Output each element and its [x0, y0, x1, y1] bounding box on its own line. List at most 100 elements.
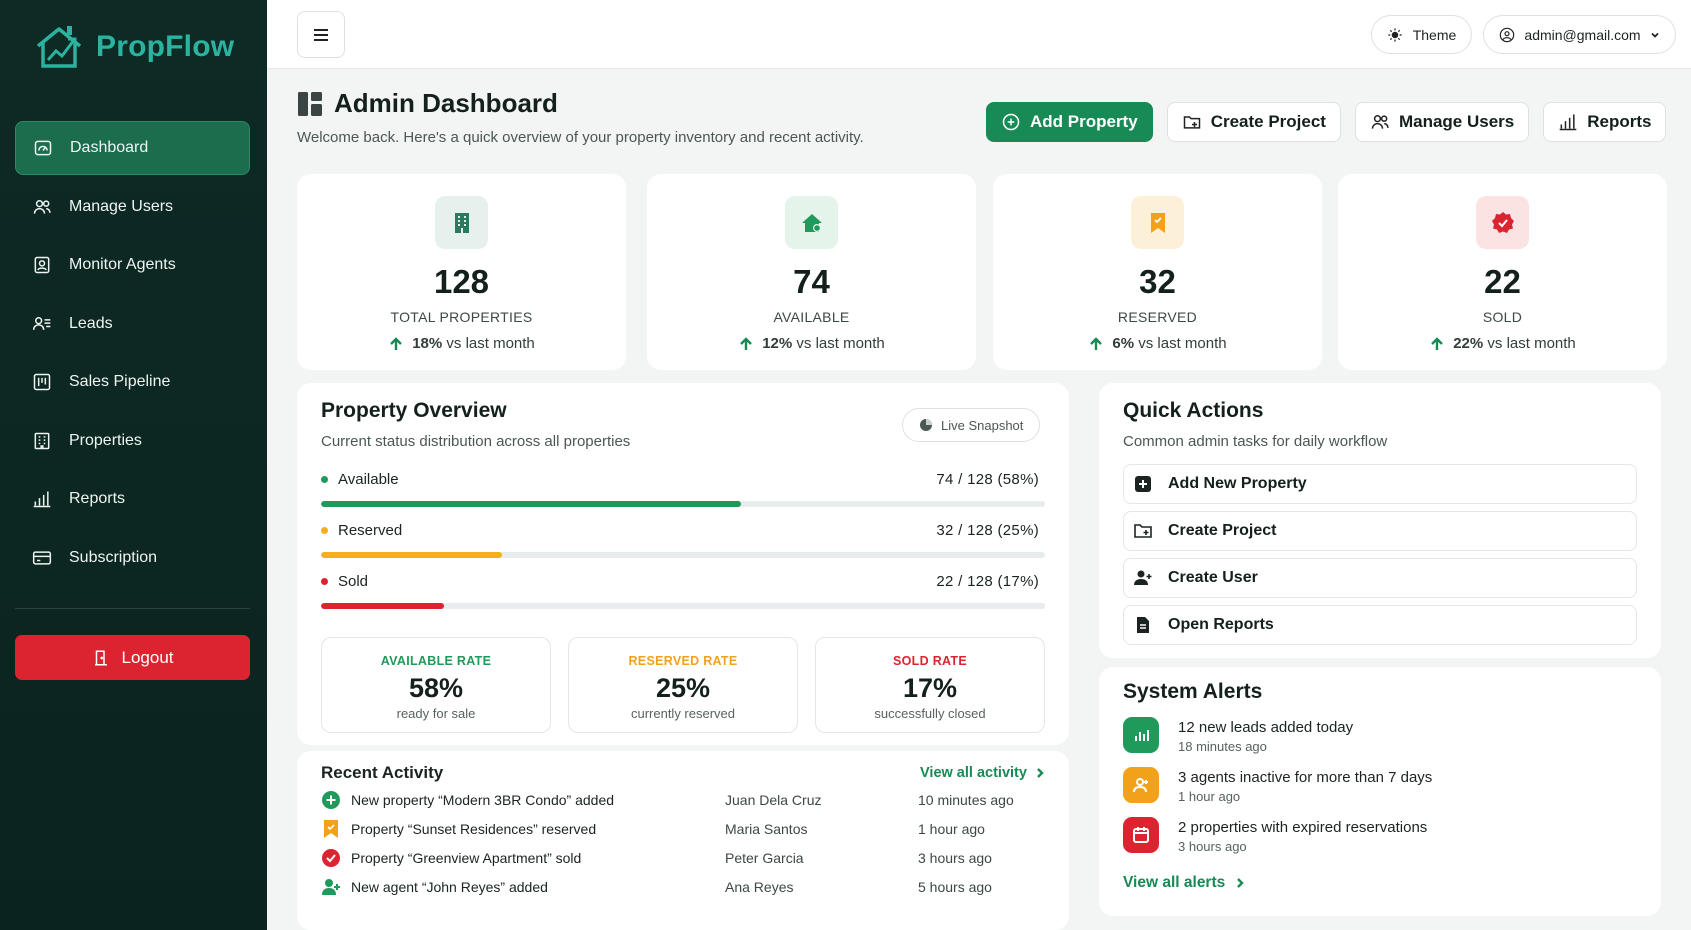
header-actions: Add Property Create Project Manage Users…: [986, 102, 1667, 142]
rate-value: 58%: [408, 673, 464, 703]
trend-text: vs last month: [1138, 335, 1227, 352]
card-icon: [31, 547, 53, 569]
arrow-up-icon: [1090, 336, 1103, 350]
quick-action-create-project[interactable]: Create Project: [1123, 511, 1637, 551]
trend-percent: 6%: [1112, 335, 1135, 352]
sidebar-item-monitor-agents[interactable]: Monitor Agents: [15, 238, 250, 292]
panel-title: Property Overview: [321, 399, 507, 422]
progress-track: [321, 501, 1045, 507]
quick-action-label: Create Project: [1168, 522, 1277, 539]
sidebar-item-sales-pipeline[interactable]: Sales Pipeline: [15, 355, 250, 409]
add-property-button[interactable]: Add Property: [986, 102, 1153, 142]
activity-row[interactable]: New property “Modern 3BR Condo” added Ju…: [321, 789, 1045, 811]
reports-label: Reports: [1587, 112, 1652, 131]
rate-value: 25%: [655, 673, 711, 703]
sidebar-item-manage-users[interactable]: Manage Users: [15, 180, 250, 234]
alert-item[interactable]: 2 properties with expired reservations 3…: [1123, 817, 1427, 854]
view-all-alerts-link[interactable]: View all alerts: [1123, 874, 1245, 892]
activity-row[interactable]: Property “Greenview Apartment” sold Pete…: [321, 847, 1045, 869]
progress-track: [321, 552, 1045, 558]
stat-badge: [1476, 196, 1529, 249]
status-dot: [321, 476, 328, 483]
activity-time: 1 hour ago: [918, 821, 985, 837]
status-name: Reserved: [338, 522, 403, 539]
status-name: Available: [338, 471, 399, 488]
user-plus-icon: [321, 877, 341, 897]
users-icon: [1371, 115, 1389, 129]
pipeline-icon: [31, 371, 53, 393]
trend-text: vs last month: [1487, 335, 1576, 352]
rate-sub: ready for sale: [396, 706, 476, 721]
create-project-button[interactable]: Create Project: [1166, 102, 1341, 142]
logout-button[interactable]: Logout: [15, 635, 250, 680]
chevron-right-icon: [1237, 878, 1244, 888]
user-menu-button[interactable]: admin@gmail.com: [1483, 15, 1676, 54]
activity-user: Maria Santos: [725, 821, 808, 837]
alert-text: 12 new leads added today: [1178, 719, 1354, 736]
layout-grid-icon: [298, 91, 322, 116]
stat-badge: [435, 196, 488, 249]
view-all-activity-link[interactable]: View all activity: [920, 765, 1045, 781]
system-alerts-panel: System Alerts 12 new leads added today 1…: [1099, 667, 1661, 916]
menu-toggle-button[interactable]: [297, 11, 345, 58]
theme-toggle-button[interactable]: Theme: [1371, 15, 1472, 54]
quick-action-open-reports[interactable]: Open Reports: [1123, 605, 1637, 645]
quick-action-add-new-property[interactable]: Add New Property: [1123, 464, 1637, 504]
activity-row[interactable]: New agent “John Reyes” added Ana Reyes 5…: [321, 876, 1045, 898]
arrow-up-icon: [740, 336, 753, 350]
alert-item[interactable]: 12 new leads added today 18 minutes ago: [1123, 717, 1353, 754]
chart-icon: [1135, 730, 1149, 741]
plus-circle-icon: [1002, 113, 1020, 131]
alert-time: 3 hours ago: [1178, 839, 1247, 854]
alert-badge: [1123, 767, 1159, 803]
building-icon: [454, 212, 469, 233]
sidebar-item-label: Properties: [69, 431, 142, 449]
stat-badge: [785, 196, 838, 249]
activity-user: Juan Dela Cruz: [725, 792, 822, 808]
stat-value: 128: [433, 263, 490, 300]
hamburger-icon: [314, 28, 328, 41]
user-icon: [1133, 778, 1148, 793]
plus-circle-icon: [321, 790, 341, 810]
live-snapshot-label: Live Snapshot: [941, 417, 1024, 433]
sidebar-item-leads[interactable]: Leads: [15, 297, 250, 351]
rate-card-sold: SOLD RATE 17% successfully closed: [815, 637, 1045, 733]
bookmark-icon: [1150, 212, 1165, 233]
panel-description: Current status distribution across all p…: [321, 433, 631, 450]
status-row-sold: Sold 22 / 128 (17%): [321, 573, 1045, 609]
page-subtitle: Welcome back. Here's a quick overview of…: [297, 129, 864, 146]
folder-plus-icon: [1183, 116, 1200, 129]
sidebar-item-reports[interactable]: Reports: [15, 472, 250, 526]
house-icon: [801, 213, 822, 232]
door-exit-icon: [94, 650, 107, 665]
activity-time: 5 hours ago: [918, 879, 992, 895]
panel-title: Quick Actions: [1123, 399, 1264, 422]
status-row-reserved: Reserved 32 / 128 (25%): [321, 522, 1045, 558]
brand-logo[interactable]: PropFlow: [34, 24, 234, 70]
page-title: Admin Dashboard: [297, 88, 558, 119]
panel-title: Recent Activity: [321, 763, 444, 782]
manage-users-label: Manage Users: [1398, 112, 1515, 131]
alert-badge: [1123, 717, 1159, 753]
property-overview-panel: Property Overview Current status distrib…: [297, 383, 1069, 745]
quick-action-create-user[interactable]: Create User: [1123, 558, 1637, 598]
sidebar-item-subscription[interactable]: Subscription: [15, 531, 250, 585]
reports-button[interactable]: Reports: [1543, 102, 1667, 142]
sidebar-item-label: Sales Pipeline: [69, 373, 171, 390]
manage-users-button[interactable]: Manage Users: [1354, 102, 1530, 142]
status-value: 74 / 128 (58%): [936, 471, 1039, 488]
panel-description: Common admin tasks for daily workflow: [1123, 433, 1388, 450]
alert-item[interactable]: 3 agents inactive for more than 7 days 1…: [1123, 767, 1432, 804]
sidebar-item-dashboard[interactable]: Dashboard: [15, 121, 250, 175]
stat-card-total-properties: 128 TOTAL PROPERTIES 18% vs last month: [297, 174, 626, 370]
rate-label: RESERVED RATE: [628, 654, 738, 668]
trend-percent: 12%: [762, 335, 793, 352]
rate-label: SOLD RATE: [893, 654, 967, 668]
activity-row[interactable]: Property “Sunset Residences” reserved Ma…: [321, 818, 1045, 840]
progress-track: [321, 603, 1045, 609]
user-plus-icon: [1134, 570, 1152, 585]
view-all-label: View all alerts: [1123, 874, 1226, 891]
sidebar-item-properties[interactable]: Properties: [15, 414, 250, 468]
sidebar-item-label: Monitor Agents: [69, 256, 176, 273]
stat-badge: [1131, 196, 1184, 249]
